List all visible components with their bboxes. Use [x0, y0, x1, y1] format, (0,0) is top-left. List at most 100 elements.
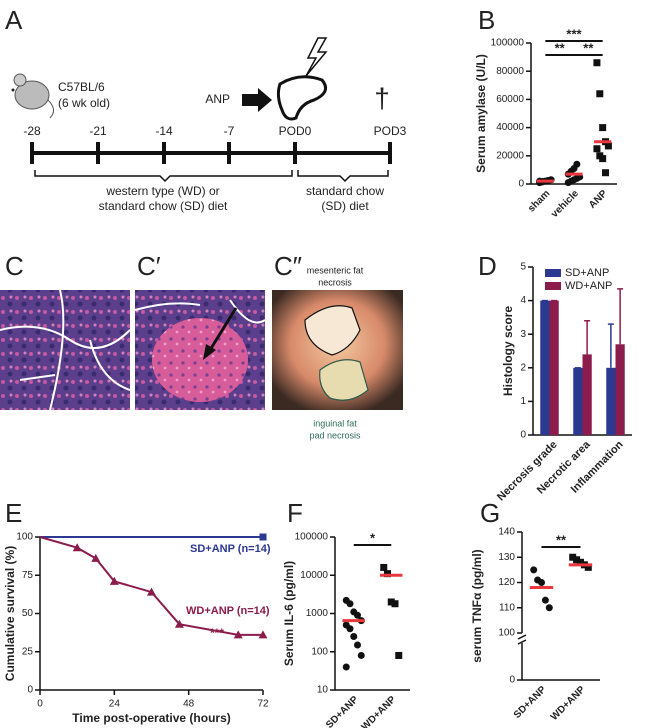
point	[577, 558, 584, 566]
diet-bracket	[34, 170, 293, 183]
point	[259, 533, 267, 541]
annotation: mesenteric fat	[307, 265, 364, 275]
point	[391, 600, 399, 608]
y-tick-label: 0	[27, 685, 33, 696]
error-bar	[607, 323, 614, 368]
y-tick-label: 80000	[496, 66, 524, 77]
panel-label: A	[5, 5, 23, 35]
y-tick-label: 40000	[496, 122, 524, 133]
point	[174, 619, 184, 628]
point	[599, 155, 607, 163]
y-tick-label: 1	[520, 396, 526, 407]
day-label: POD3	[374, 124, 407, 138]
point	[147, 587, 156, 596]
x-tick-label: vehicle	[549, 188, 581, 220]
annotation: inguinal fat	[313, 418, 357, 428]
y-axis-label: Serum IL-6 (pg/ml)	[282, 561, 296, 666]
annotation: ***	[210, 626, 224, 640]
point	[604, 142, 612, 150]
annotation: necrosis	[318, 277, 352, 287]
point	[346, 600, 354, 608]
diet-label: (SD) diet	[321, 199, 369, 213]
y-tick-label: 100	[311, 646, 328, 657]
legend-swatch	[545, 282, 561, 290]
panel-label: E	[5, 498, 22, 528]
point	[109, 576, 119, 585]
y-tick-label: 10000	[300, 570, 328, 581]
y-tick-label: 120	[498, 577, 515, 588]
y-tick-label: 75	[22, 570, 34, 581]
legend-swatch	[545, 269, 561, 277]
point	[233, 630, 243, 639]
error-bar	[584, 320, 591, 355]
panel-label: B	[478, 5, 495, 35]
y-tick-label: 3	[520, 329, 526, 340]
point	[387, 598, 395, 606]
y-tick-label: 0	[509, 675, 515, 686]
y-tick-label: 140	[498, 527, 515, 538]
panel-label: C′	[137, 251, 161, 281]
point	[380, 563, 388, 571]
x-tick-label: Necrosis grade	[495, 439, 560, 504]
legend-label: SD+ANP	[565, 267, 609, 279]
point	[350, 633, 358, 641]
panel-label: F	[287, 498, 303, 528]
y-tick-label: 25	[22, 646, 34, 657]
significance-label: *	[370, 530, 376, 545]
y-tick-label: 100000	[295, 532, 329, 543]
mouse-strain: C57BL/6	[58, 80, 105, 94]
x-tick-label: 0	[37, 699, 43, 710]
day-label: POD0	[279, 124, 312, 138]
bar	[615, 344, 625, 435]
point	[569, 553, 577, 561]
y-tick-label: 100	[16, 532, 33, 543]
point	[357, 651, 365, 659]
death-marker: †	[374, 82, 390, 113]
significance-label: **	[556, 532, 567, 547]
point	[395, 651, 403, 659]
y-tick-label: 5	[520, 262, 526, 273]
day-label: -28	[23, 124, 41, 138]
y-tick-label: 60000	[496, 94, 524, 105]
lightning-icon	[305, 37, 328, 77]
micrograph	[134, 290, 266, 410]
point	[384, 570, 391, 578]
panel-label: C″	[274, 251, 302, 281]
point	[530, 566, 538, 574]
timeline-days: -28 -21 -14 -7 POD0 POD3	[23, 124, 407, 164]
micrograph	[0, 289, 131, 411]
annotation: pad necrosis	[309, 430, 361, 440]
x-tick-label: ANP	[587, 188, 610, 211]
point	[354, 611, 361, 619]
mouse-icon	[11, 73, 54, 119]
day-label: -7	[224, 124, 235, 138]
x-axis-label: Time post-operative (hours)	[72, 711, 230, 725]
point	[258, 630, 268, 639]
y-axis-label: Histology score	[501, 306, 515, 396]
significance-label: **	[583, 40, 594, 55]
bar	[582, 354, 592, 435]
y-tick-label: 20000	[496, 150, 524, 161]
point	[602, 169, 610, 177]
legend-label: WD+ANP	[565, 280, 612, 292]
point	[354, 641, 361, 649]
x-tick-label: SD+ANP	[512, 684, 549, 721]
point	[346, 625, 354, 633]
point	[593, 145, 601, 153]
significance-label: ***	[566, 26, 582, 41]
y-tick-label: 1000	[306, 608, 329, 619]
series-label: SD+ANP (n=14)	[190, 543, 271, 555]
panel-label: C	[5, 251, 24, 281]
point	[596, 90, 604, 98]
point	[593, 59, 601, 67]
series-label: WD+ANP (n=14)	[186, 605, 270, 617]
y-tick-label: 10	[317, 685, 329, 696]
point	[584, 563, 592, 571]
point	[538, 579, 545, 586]
y-tick-label: 130	[498, 552, 515, 563]
pancreas-icon	[276, 75, 328, 121]
point	[573, 556, 581, 564]
y-tick-label: 50	[22, 608, 34, 619]
y-axis-label: Cumulative survival (%)	[3, 546, 17, 681]
